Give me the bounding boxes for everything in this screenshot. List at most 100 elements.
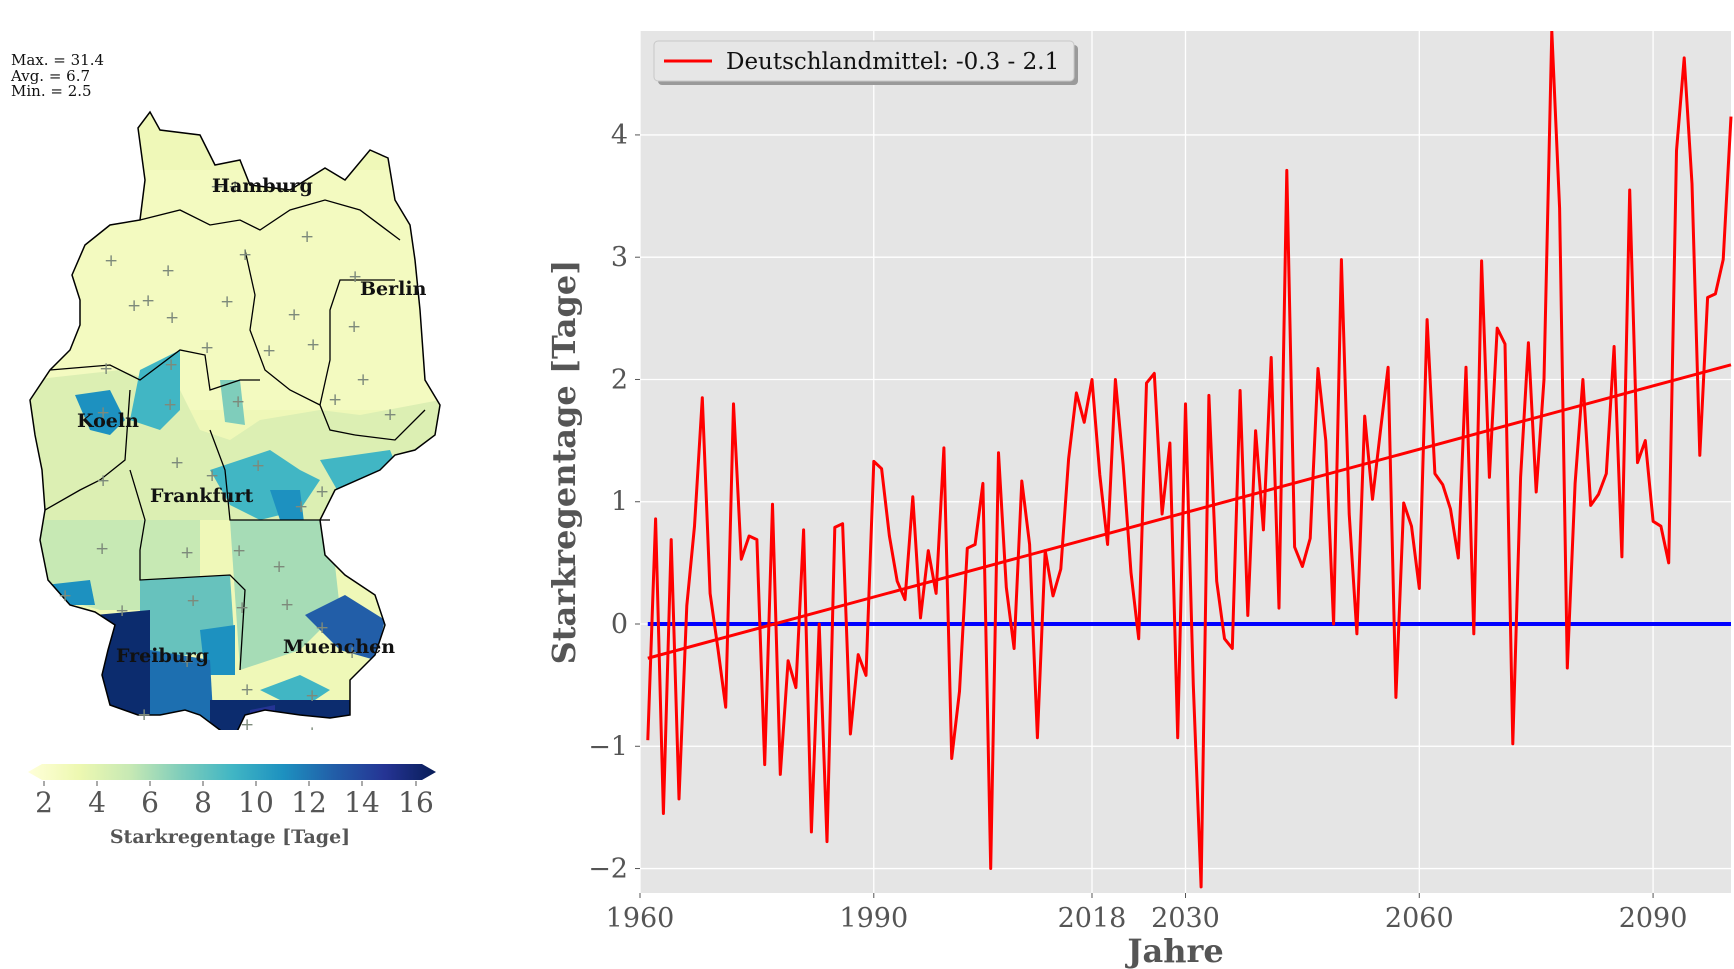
map-stats: Max. = 31.4 Avg. = 6.7 Min. = 2.5 <box>11 51 105 100</box>
svg-text:+: + <box>300 227 314 247</box>
state-border-brandenburg <box>319 279 395 406</box>
svg-text:+: + <box>240 680 254 700</box>
state-border-nrw <box>49 349 260 391</box>
svg-text:+: + <box>305 686 319 706</box>
y-tick-label: 2 <box>611 364 628 395</box>
x-tick-label: 2018 <box>1058 903 1127 934</box>
stat-avg: Avg. = 6.7 <box>11 66 91 85</box>
svg-text:+: + <box>356 370 370 390</box>
city-label-koeln: Koeln <box>77 410 139 432</box>
city-label-freiburg: Freiburg <box>116 645 209 667</box>
plot-top-mask <box>640 0 1734 31</box>
legend-box <box>653 40 1075 82</box>
y-tick-label: −2 <box>588 854 628 885</box>
city-label-muenchen: Muenchen <box>283 636 396 658</box>
colorbar-tick-marks <box>43 781 417 786</box>
y-tick-label: 0 <box>611 609 628 640</box>
svg-text:+: + <box>137 705 151 725</box>
svg-text:+: + <box>104 251 118 271</box>
y-tick-label: 4 <box>611 120 628 151</box>
series-group <box>640 0 1734 889</box>
svg-text:+: + <box>328 390 342 410</box>
region-koeln-area <box>130 350 180 430</box>
svg-text:+: + <box>205 466 219 486</box>
svg-text:+: + <box>58 586 72 606</box>
city-label-hamburg: Hamburg <box>212 175 313 197</box>
x-tick-label: 1960 <box>606 903 675 934</box>
state-border-bavaria <box>209 429 330 521</box>
svg-text:+: + <box>180 543 194 563</box>
colorbar-tick-label: 8 <box>194 786 212 819</box>
germany-border <box>29 110 441 730</box>
y-axis-label: Starkregentage [Tage] <box>545 260 583 665</box>
svg-text:+: + <box>186 591 200 611</box>
colorbar-tick-label: 12 <box>291 786 327 819</box>
svg-text:+: + <box>165 308 179 328</box>
stat-max: Max. = 31.4 <box>11 51 105 69</box>
colorbar-gradient <box>28 764 436 780</box>
svg-text:+: + <box>99 359 113 379</box>
x-tick-label: 2060 <box>1385 903 1454 934</box>
x-tick-label: 2090 <box>1619 903 1688 934</box>
series-line-deutschlandmittel <box>646 29 1733 889</box>
region-koeln-core <box>75 390 125 435</box>
svg-text:+: + <box>238 245 252 265</box>
trend-line <box>647 363 1732 660</box>
svg-text:+: + <box>96 471 110 491</box>
svg-text:+: + <box>220 292 234 312</box>
state-border-bw <box>129 469 246 671</box>
svg-text:+: + <box>228 177 242 197</box>
state-border-lower-saxony <box>244 249 356 436</box>
svg-text:+: + <box>315 482 329 502</box>
y-tick-label: −1 <box>588 731 628 762</box>
y-tick-label: 3 <box>611 242 628 273</box>
svg-text:+: + <box>180 652 194 672</box>
state-border-north <box>139 199 401 241</box>
svg-text:+: + <box>383 405 397 425</box>
svg-text:+: + <box>141 291 155 311</box>
x-tick-label: 2030 <box>1151 903 1220 934</box>
legend: Deutschlandmittel: -0.3 - 2.1 <box>653 40 1078 85</box>
svg-text:+: + <box>345 643 359 663</box>
colorbar-tick-label: 6 <box>141 786 159 819</box>
svg-text:+: + <box>235 598 249 618</box>
svg-text:+: + <box>163 395 177 415</box>
svg-text:+: + <box>294 497 308 517</box>
svg-text:+: + <box>280 595 294 615</box>
state-borders <box>44 199 426 671</box>
region-bavarian-forest <box>305 595 385 660</box>
svg-text:+: + <box>96 403 110 423</box>
svg-text:+: + <box>127 296 141 316</box>
state-border-rlp <box>44 389 131 511</box>
colorbar-tick-label: 2 <box>35 786 53 819</box>
svg-text:+: + <box>115 601 129 621</box>
svg-text:+: + <box>231 392 245 412</box>
x-tick-label: 1990 <box>839 903 908 934</box>
svg-text:+: + <box>315 618 329 638</box>
svg-text:+: + <box>272 557 286 577</box>
colorbar-label: Starkregentage [Tage] <box>109 826 351 848</box>
svg-text:+: + <box>210 177 224 197</box>
colorbar-tick-label: 14 <box>344 786 380 819</box>
svg-text:+: + <box>161 261 175 281</box>
svg-text:+: + <box>348 267 362 287</box>
svg-text:+: + <box>95 539 109 559</box>
svg-text:+: + <box>262 341 276 361</box>
stat-min: Min. = 2.5 <box>11 82 92 100</box>
germany-map: + +++ + +++ ++ ++ +++ + ++++ ++++ +++ + +++ + … <box>29 110 441 730</box>
svg-text:+: + <box>164 355 178 375</box>
state-border-saxony <box>354 409 426 441</box>
colorbar-tick-label: 16 <box>398 786 434 819</box>
city-label-berlin: Berlin <box>360 278 427 300</box>
city-label-frankfurt: Frankfurt <box>150 485 254 507</box>
axis-ticks: 1960 1990 2018 2030 2060 2090 −2 −1 0 1 2 3 4 <box>588 120 1687 934</box>
y-tick-label: 1 <box>611 487 628 518</box>
svg-text:+: + <box>240 715 254 730</box>
colorbar-tick-label: 4 <box>88 786 106 819</box>
svg-text:+: + <box>170 453 184 473</box>
region-hesse-north <box>220 380 245 425</box>
svg-text:+: + <box>251 456 265 476</box>
svg-text:+: + <box>287 305 301 325</box>
svg-text:+: + <box>306 335 320 355</box>
